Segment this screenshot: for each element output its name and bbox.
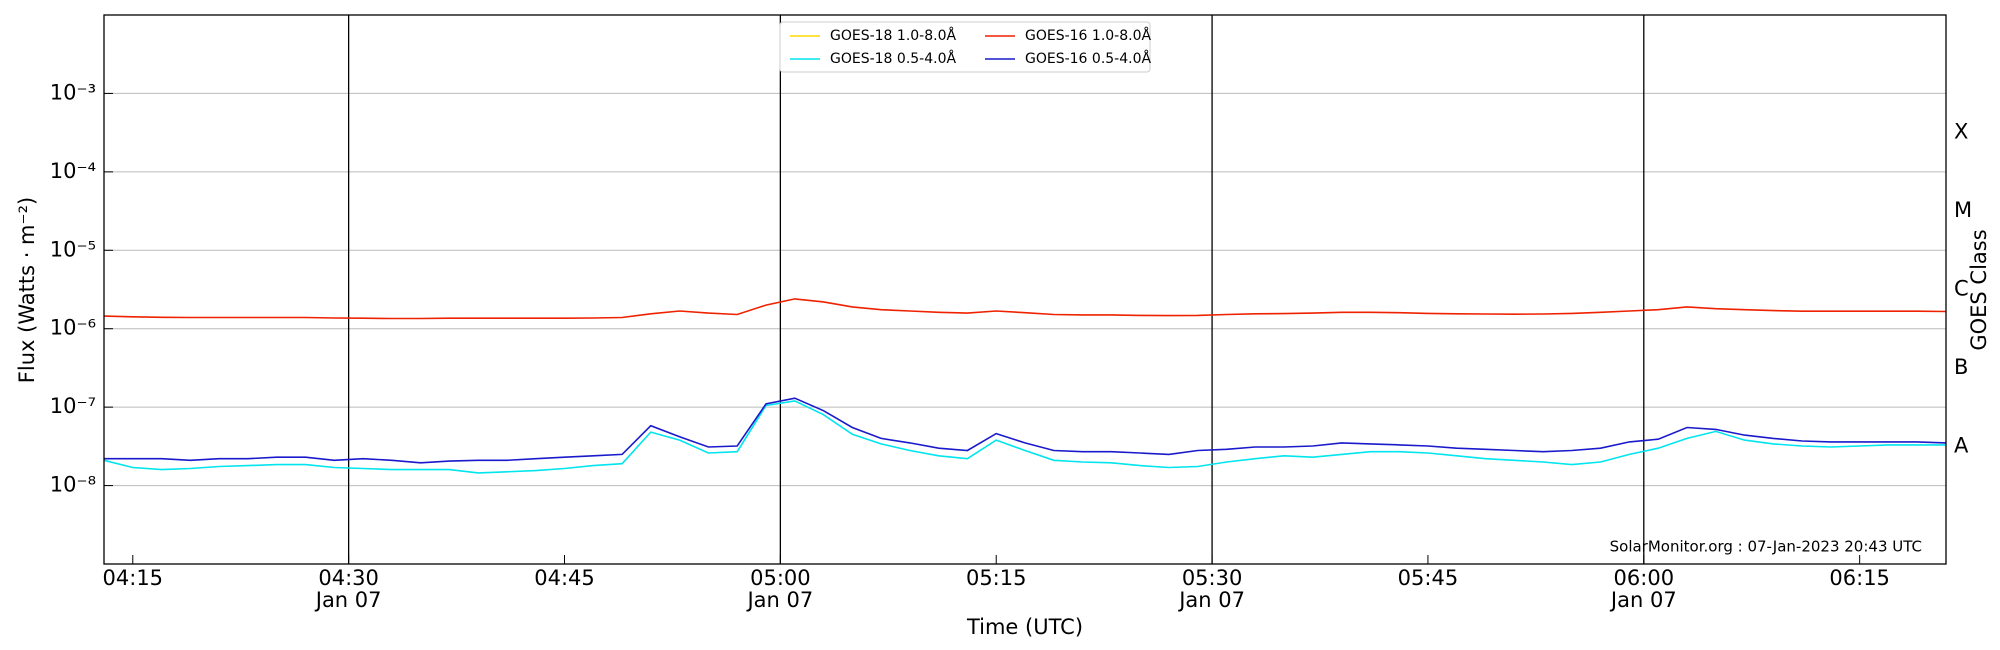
y2-tick-label: C	[1954, 277, 1969, 301]
annotation: SolarMonitor.org : 07-Jan-2023 20:43 UTC	[1610, 538, 1922, 556]
series-line	[103, 298, 1947, 320]
y-tick-label: 10⁻⁷	[50, 394, 96, 418]
y-tick-label: 10⁻⁸	[50, 473, 96, 497]
y-tick-label: 10⁻⁶	[50, 316, 96, 340]
y-tick-label: 10⁻⁴	[50, 159, 96, 183]
x-tick-sublabel: Jan 07	[745, 588, 813, 612]
x-tick-label: 05:00	[750, 566, 811, 590]
x-tick-label: 05:45	[1398, 566, 1459, 590]
y2-tick-label: B	[1954, 355, 1968, 379]
y2-tick-label: A	[1954, 433, 1969, 457]
legend-label: GOES-16 0.5-4.0Å	[1025, 50, 1151, 67]
x-axis-label: Time (UTC)	[966, 615, 1083, 639]
y2-tick-label: M	[1954, 198, 1972, 222]
x-tick-label: 05:15	[966, 566, 1027, 590]
y2-axis-label: GOES Class	[1967, 229, 1991, 350]
x-tick-label: 04:30	[318, 566, 379, 590]
legend-label: GOES-16 1.0-8.0Å	[1025, 27, 1151, 44]
x-tick-label: 05:30	[1182, 566, 1243, 590]
x-tick-sublabel: Jan 07	[314, 588, 382, 612]
y2-tick-label: X	[1954, 120, 1968, 144]
x-tick-sublabel: Jan 07	[1609, 588, 1677, 612]
x-tick-label: 06:00	[1614, 566, 1675, 590]
x-tick-label: 06:15	[1829, 566, 1890, 590]
legend-box	[779, 21, 1151, 73]
y-tick-label: 10⁻⁵	[50, 237, 96, 261]
y-axis-label: Flux (Watts · m⁻²)	[15, 197, 39, 383]
series-line	[103, 400, 1946, 474]
x-tick-label: 04:45	[534, 566, 595, 590]
x-tick-label: 04:15	[103, 566, 164, 590]
legend-label: GOES-18 1.0-8.0Å	[830, 27, 956, 44]
plot-frame	[103, 14, 1947, 565]
y-tick-label: 10⁻³	[50, 80, 96, 104]
legend-label: GOES-18 0.5-4.0Å	[830, 50, 956, 67]
series-line	[104, 397, 1947, 464]
x-tick-sublabel: Jan 07	[1177, 588, 1245, 612]
